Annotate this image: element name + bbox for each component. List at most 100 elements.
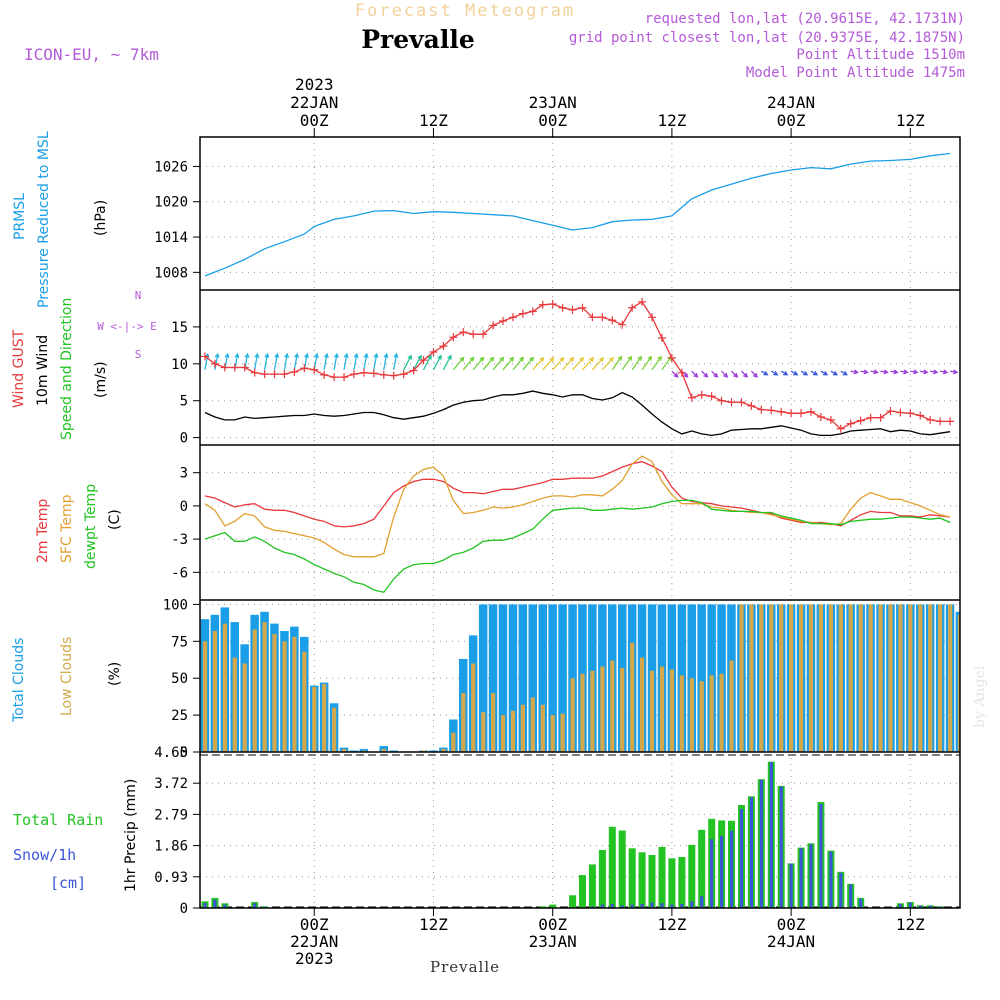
low-cloud-bar bbox=[252, 629, 257, 752]
low-cloud-bar bbox=[938, 604, 943, 752]
gust-point bbox=[787, 409, 796, 418]
gust-point bbox=[648, 313, 657, 322]
top-time-label: 00Z bbox=[300, 111, 329, 130]
wind-arrow-head bbox=[313, 352, 319, 359]
rain-bar bbox=[539, 906, 547, 908]
wind-arrow-head bbox=[933, 369, 939, 375]
wind-arrow-head bbox=[723, 372, 729, 378]
wind-arrow bbox=[333, 353, 338, 370]
temperature-panel: -6 -3 0 3 bbox=[171, 445, 960, 600]
low-cloud-bar bbox=[759, 604, 764, 752]
watermark: by Angel bbox=[972, 665, 988, 728]
gust-point bbox=[260, 370, 269, 379]
snow-bar bbox=[640, 904, 644, 908]
wind-arrow-head bbox=[783, 370, 789, 376]
low-cloud-bar bbox=[560, 713, 565, 752]
snow-bar bbox=[918, 905, 922, 908]
wind-arrow-head bbox=[407, 354, 412, 360]
low-cloud-bar bbox=[461, 693, 466, 752]
gust-point bbox=[538, 300, 547, 309]
low-cloud-bar bbox=[332, 707, 337, 752]
y-tick-label: 1.86 bbox=[154, 839, 188, 855]
snow-bar bbox=[839, 872, 843, 908]
snow-bar bbox=[729, 830, 734, 908]
gust-point bbox=[528, 307, 537, 316]
snow-bar bbox=[789, 863, 793, 908]
wind-arrow bbox=[542, 357, 554, 371]
total-cloud-bar bbox=[955, 611, 960, 752]
wind-arrow-head bbox=[214, 352, 220, 359]
low-cloud-bar bbox=[570, 678, 575, 752]
wind-arrow bbox=[442, 355, 452, 371]
gust-point bbox=[349, 370, 358, 379]
y-tick-label: -6 bbox=[171, 565, 188, 581]
wind-arrow bbox=[502, 357, 514, 371]
snow-bar bbox=[779, 786, 783, 908]
low-cloud-bar bbox=[689, 678, 694, 752]
total-cloud-bar bbox=[518, 604, 528, 752]
wind-arrow-head bbox=[437, 354, 442, 360]
low-cloud-bar bbox=[828, 604, 833, 752]
wind-arrow bbox=[661, 356, 672, 371]
gust-point bbox=[240, 363, 249, 372]
snow-bar bbox=[799, 848, 803, 908]
snow-bar bbox=[203, 903, 207, 908]
wind-arrow-head bbox=[793, 370, 799, 376]
wind-arrow bbox=[522, 357, 534, 371]
wind-arrow-head bbox=[333, 352, 339, 359]
wind-arrow bbox=[492, 357, 504, 371]
gust-point bbox=[886, 407, 895, 416]
low-cloud-bar bbox=[898, 604, 903, 752]
wind-arrow-head bbox=[903, 369, 909, 375]
wind-arrow-head bbox=[549, 356, 555, 362]
total-cloud-bar bbox=[697, 604, 706, 752]
wind-arrow-head bbox=[294, 352, 300, 359]
wind-arrow-head bbox=[942, 369, 949, 375]
low-cloud-bar bbox=[640, 657, 645, 752]
y-tick-label: 10 bbox=[171, 357, 188, 373]
label-dewpt-temp: dewpt Temp bbox=[83, 484, 99, 569]
wind-arrow-head bbox=[254, 352, 260, 359]
top-time-label: 2023 bbox=[295, 75, 334, 94]
wind-arrow-head bbox=[599, 356, 604, 362]
label-ms: (m/s) bbox=[93, 361, 109, 398]
gust-point bbox=[806, 407, 815, 416]
low-cloud-bar bbox=[630, 642, 635, 752]
wind-arrow-head bbox=[353, 352, 359, 359]
total-cloud-bar bbox=[498, 604, 508, 752]
wind-arrow-head bbox=[383, 352, 389, 359]
wind-arrow-head bbox=[883, 369, 889, 375]
gust-point bbox=[578, 303, 587, 312]
label-percent: (%) bbox=[107, 662, 123, 686]
wind-arrow-head bbox=[519, 356, 525, 362]
label-10m-wind: 10m Wind bbox=[35, 335, 51, 406]
rain-bar bbox=[628, 848, 636, 908]
wind-arrow-head bbox=[559, 356, 565, 362]
low-cloud-bar bbox=[669, 669, 674, 752]
wind-arrow bbox=[641, 356, 652, 371]
gust-point bbox=[409, 366, 418, 375]
low-cloud-bar bbox=[918, 604, 923, 752]
snow-bar bbox=[630, 904, 634, 908]
wind-arrow bbox=[591, 357, 604, 371]
wind-arrow bbox=[651, 356, 662, 371]
gust-point bbox=[826, 415, 835, 424]
snow-bar bbox=[223, 904, 227, 908]
total-cloud-bar bbox=[508, 604, 518, 752]
gust-point bbox=[797, 409, 806, 418]
top-time-label: 12Z bbox=[896, 111, 925, 130]
low-cloud-bar bbox=[202, 641, 208, 752]
low-cloud-bar bbox=[451, 732, 456, 752]
gust-point bbox=[220, 363, 229, 372]
gust-point bbox=[737, 398, 746, 407]
wind-arrow-head bbox=[579, 356, 585, 362]
wind-arrow-head bbox=[743, 372, 749, 378]
y-tick-label: 50 bbox=[171, 671, 188, 687]
low-cloud-bar bbox=[888, 604, 893, 752]
snow-bar bbox=[908, 902, 912, 908]
wind-arrow-head bbox=[693, 372, 699, 378]
label-total-rain: Total Rain bbox=[13, 811, 103, 829]
gust-point bbox=[280, 370, 289, 379]
